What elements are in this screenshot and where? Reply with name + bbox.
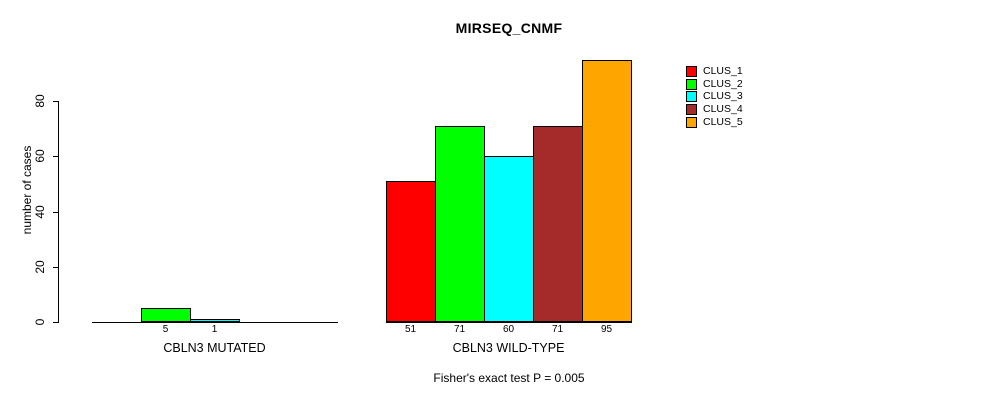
bar-value-label: 1: [211, 324, 218, 335]
legend-label-clus-3: CLUS_3: [703, 90, 743, 103]
legend-swatch-clus-2: [686, 78, 697, 90]
y-tick-label: 80: [33, 94, 47, 108]
bar-clus-4-cbln3-wild-type: [533, 125, 583, 322]
legend-label-clus-4: CLUS_4: [703, 103, 743, 116]
y-tick-label: 40: [33, 204, 47, 219]
legend-item-clus-3: CLUS_3: [686, 90, 743, 103]
bar-clus-1-cbln3-wild-type: [386, 181, 436, 322]
bar-value-label: 71: [551, 324, 564, 335]
y-tick: [53, 101, 59, 102]
bar-clus-3-cbln3-wild-type: [484, 156, 534, 322]
y-tick-label: 60: [33, 149, 47, 163]
baseline-cbln3-mutated: [92, 322, 338, 323]
chart-title: MIRSEQ_CNMF: [455, 20, 563, 36]
group-label-cbln3-wild-type: CBLN3 WILD-TYPE: [452, 341, 565, 355]
bar-value-label: 95: [600, 324, 613, 335]
y-tick: [53, 211, 59, 213]
legend-item-clus-1: CLUS_1: [686, 65, 743, 78]
footnote: Fisher's exact test P = 0.005: [433, 371, 585, 385]
y-tick: [53, 266, 59, 268]
legend-swatch-clus-1: [686, 65, 697, 77]
bar-clus-5-cbln3-wild-type: [582, 59, 632, 322]
y-tick: [53, 322, 59, 323]
legend-swatch-clus-3: [686, 91, 697, 103]
legend-label-clus-5: CLUS_5: [703, 115, 743, 128]
baseline-cbln3-wild-type: [386, 322, 632, 323]
legend-label-clus-1: CLUS_1: [703, 65, 743, 78]
y-tick-label: 20: [33, 260, 47, 274]
legend-item-clus-2: CLUS_2: [686, 78, 743, 91]
legend-swatch-clus-5: [686, 116, 697, 128]
bar-clus-2-cbln3-mutated: [141, 308, 191, 322]
legend: CLUS_1 CLUS_2 CLUS_3 CLUS_4 CLUS_5: [686, 65, 743, 128]
y-tick-label: 0: [33, 318, 47, 326]
bar-clus-2-cbln3-wild-type: [435, 125, 485, 322]
bar-value-label: 51: [404, 324, 417, 335]
legend-label-clus-2: CLUS_2: [703, 77, 743, 90]
bar-value-label: 5: [162, 324, 169, 335]
legend-item-clus-5: CLUS_5: [686, 116, 743, 129]
bar-value-label: 71: [453, 324, 466, 335]
legend-swatch-clus-4: [686, 103, 697, 115]
y-tick: [53, 156, 59, 158]
bar-clus-3-cbln3-mutated: [190, 319, 240, 322]
bar-value-label: 60: [502, 324, 515, 335]
legend-item-clus-4: CLUS_4: [686, 103, 743, 116]
group-label-cbln3-mutated: CBLN3 MUTATED: [163, 341, 266, 355]
